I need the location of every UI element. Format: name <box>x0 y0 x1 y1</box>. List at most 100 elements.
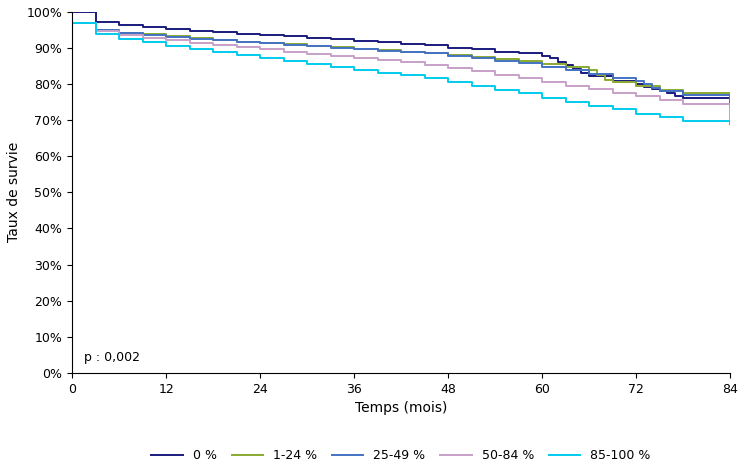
50-84 % <box>420 62 429 68</box>
0 % <box>655 89 664 94</box>
0 % <box>632 82 641 87</box>
25-49 % <box>608 75 617 81</box>
85-100 % <box>514 91 523 96</box>
50-84 % <box>491 72 500 77</box>
50-84 % <box>443 65 452 71</box>
0 % <box>279 34 288 39</box>
85-100 % <box>561 99 570 105</box>
25-49 % <box>232 39 241 45</box>
50-84 % <box>209 42 218 48</box>
25-49 % <box>726 110 735 116</box>
1-24 % <box>256 40 264 46</box>
50-84 % <box>561 83 570 89</box>
50-84 % <box>162 38 171 43</box>
1-24 % <box>232 39 241 44</box>
0 % <box>138 24 147 29</box>
Line: 25-49 %: 25-49 % <box>72 23 730 113</box>
0 % <box>396 41 405 47</box>
0 % <box>561 62 570 68</box>
0 % <box>256 32 264 38</box>
0 % <box>647 86 656 92</box>
0 % <box>302 35 311 41</box>
25-49 % <box>256 41 264 46</box>
85-100 % <box>585 103 594 109</box>
25-49 % <box>138 32 147 37</box>
50-84 % <box>256 47 264 52</box>
1-24 % <box>209 37 218 43</box>
1-24 % <box>608 80 617 85</box>
85-100 % <box>467 83 476 89</box>
85-100 % <box>655 115 664 120</box>
0 % <box>467 47 476 52</box>
25-49 % <box>561 68 570 73</box>
1-24 % <box>326 45 335 50</box>
25-49 % <box>679 92 688 98</box>
25-49 % <box>396 49 405 55</box>
0 % <box>326 36 335 42</box>
85-100 % <box>302 61 311 67</box>
0 % <box>115 22 124 28</box>
85-100 % <box>349 67 358 73</box>
85-100 % <box>632 111 641 116</box>
25-49 % <box>302 43 311 49</box>
25-49 % <box>162 34 171 40</box>
25-49 % <box>639 82 648 87</box>
1-24 % <box>396 49 405 55</box>
50-84 % <box>68 20 77 26</box>
Line: 1-24 %: 1-24 % <box>72 23 730 114</box>
85-100 % <box>679 118 688 124</box>
0 % <box>91 19 100 25</box>
0 % <box>68 9 77 15</box>
50-84 % <box>679 101 688 106</box>
50-84 % <box>632 94 641 99</box>
25-49 % <box>326 45 335 50</box>
50-84 % <box>467 69 476 74</box>
50-84 % <box>302 51 311 56</box>
85-100 % <box>91 31 100 36</box>
1-24 % <box>491 56 500 62</box>
1-24 % <box>162 34 171 39</box>
25-49 % <box>349 46 358 52</box>
85-100 % <box>326 64 335 69</box>
50-84 % <box>279 49 288 55</box>
85-100 % <box>491 87 500 92</box>
25-49 % <box>538 64 547 69</box>
25-49 % <box>491 58 500 63</box>
0 % <box>569 66 578 72</box>
25-49 % <box>373 48 382 53</box>
25-49 % <box>68 21 77 26</box>
85-100 % <box>162 43 171 49</box>
0 % <box>514 51 523 56</box>
85-100 % <box>115 36 124 41</box>
85-100 % <box>726 121 735 127</box>
25-49 % <box>514 61 523 66</box>
1-24 % <box>185 35 194 41</box>
1-24 % <box>514 59 523 64</box>
0 % <box>545 55 554 61</box>
0 % <box>373 40 382 45</box>
0 % <box>554 59 562 64</box>
50-84 % <box>349 55 358 61</box>
Text: p : 0,002: p : 0,002 <box>84 351 140 364</box>
85-100 % <box>209 49 218 55</box>
1-24 % <box>115 30 124 35</box>
1-24 % <box>632 83 641 89</box>
50-84 % <box>91 28 100 34</box>
85-100 % <box>420 75 429 81</box>
1-24 % <box>279 41 288 47</box>
85-100 % <box>279 58 288 64</box>
0 % <box>608 78 617 83</box>
50-84 % <box>373 57 382 63</box>
25-49 % <box>420 51 429 56</box>
1-24 % <box>592 72 601 77</box>
1-24 % <box>138 32 147 37</box>
1-24 % <box>585 67 594 73</box>
0 % <box>209 29 218 35</box>
0 % <box>577 70 586 75</box>
50-84 % <box>326 53 335 59</box>
25-49 % <box>115 30 124 36</box>
Line: 0 %: 0 % <box>72 12 730 115</box>
0 % <box>185 28 194 34</box>
0 % <box>349 38 358 44</box>
25-49 % <box>585 71 594 77</box>
